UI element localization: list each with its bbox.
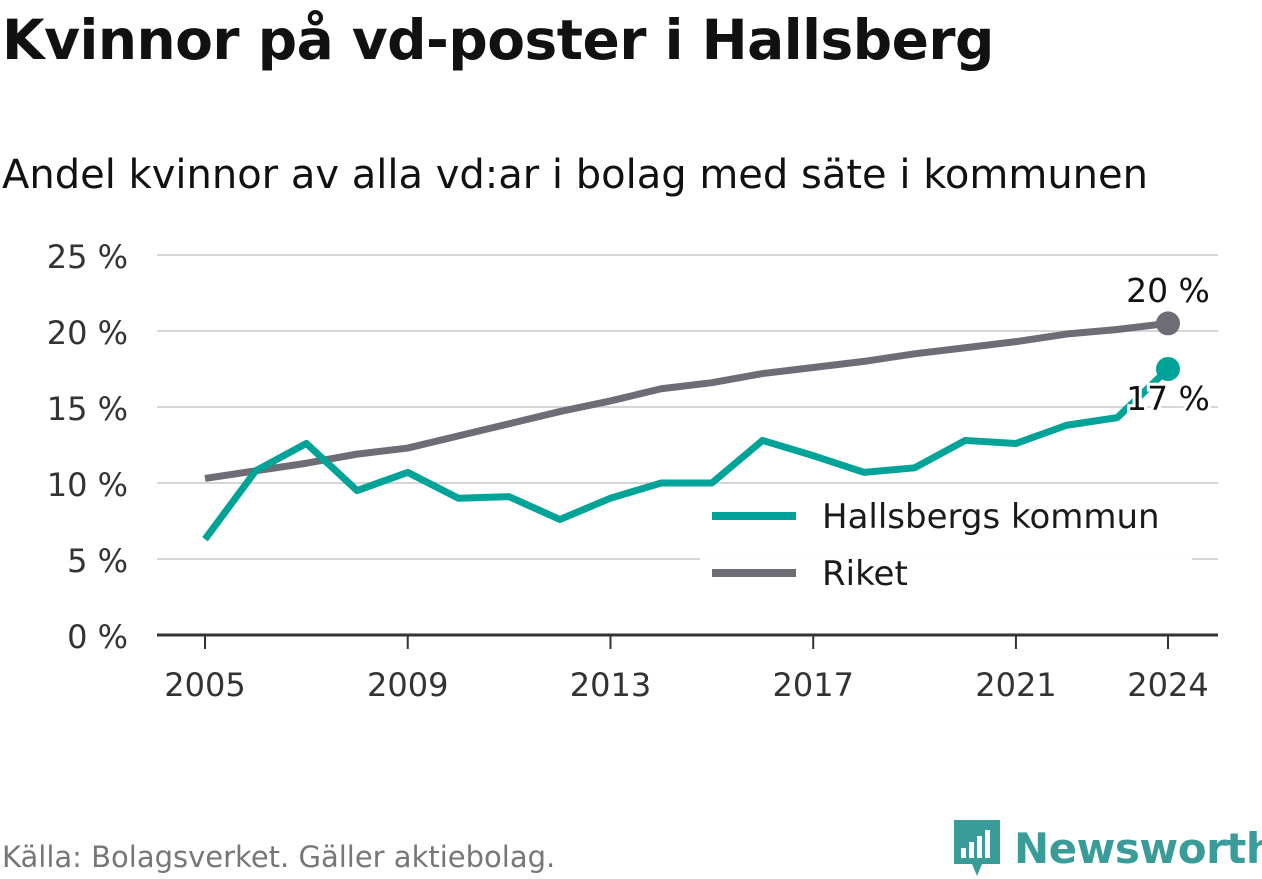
page-title: Kvinnor på vd-poster i Hallsberg (2, 8, 994, 72)
x-tick-label: 2021 (975, 666, 1056, 704)
end-point-hallsberg (1156, 357, 1180, 381)
legend-label: Hallsbergs kommun (822, 497, 1160, 537)
legend-label: Riket (822, 554, 908, 594)
brand-logo: Newsworthy (952, 818, 1262, 878)
x-axis: 2005 2009 2013 2017 2021 2024 (157, 633, 1218, 704)
end-point-riket (1156, 311, 1180, 336)
end-label-hallsberg: 17 % (1126, 379, 1210, 418)
y-tick-label: 0 % (67, 618, 128, 656)
grid-lines (157, 254, 1218, 560)
x-tick-label: 2024 (1127, 666, 1208, 704)
end-labels: 20 % 17 % (1123, 271, 1213, 421)
x-tick-label: 2009 (367, 666, 448, 704)
legend: Hallsbergs kommun Riket (700, 488, 1192, 606)
source-note: Källa: Bolagsverket. Gäller aktiebolag. (2, 840, 556, 874)
series-line-riket (204, 319, 1169, 482)
y-axis: 0 % 5 % 10 % 15 % 20 % 25 % (47, 238, 128, 656)
x-tick-label: 2013 (570, 666, 651, 704)
end-label-riket: 20 % (1126, 271, 1210, 310)
brand-name: Newsworthy (1014, 823, 1262, 873)
series-line-hallsberg (202, 366, 1171, 542)
y-tick-label: 15 % (47, 390, 128, 428)
y-tick-label: 10 % (47, 466, 128, 504)
chart-subtitle: Andel kvinnor av alla vd:ar i bolag med … (2, 152, 1148, 198)
x-tick-label: 2005 (164, 666, 245, 704)
y-tick-label: 25 % (47, 238, 128, 276)
y-tick-label: 5 % (67, 542, 128, 580)
series-lines (202, 311, 1180, 542)
y-tick-label: 20 % (47, 314, 128, 352)
legend-background (700, 488, 1192, 606)
bar-chart-icon (954, 820, 1000, 876)
x-tick-label: 2017 (772, 666, 853, 704)
